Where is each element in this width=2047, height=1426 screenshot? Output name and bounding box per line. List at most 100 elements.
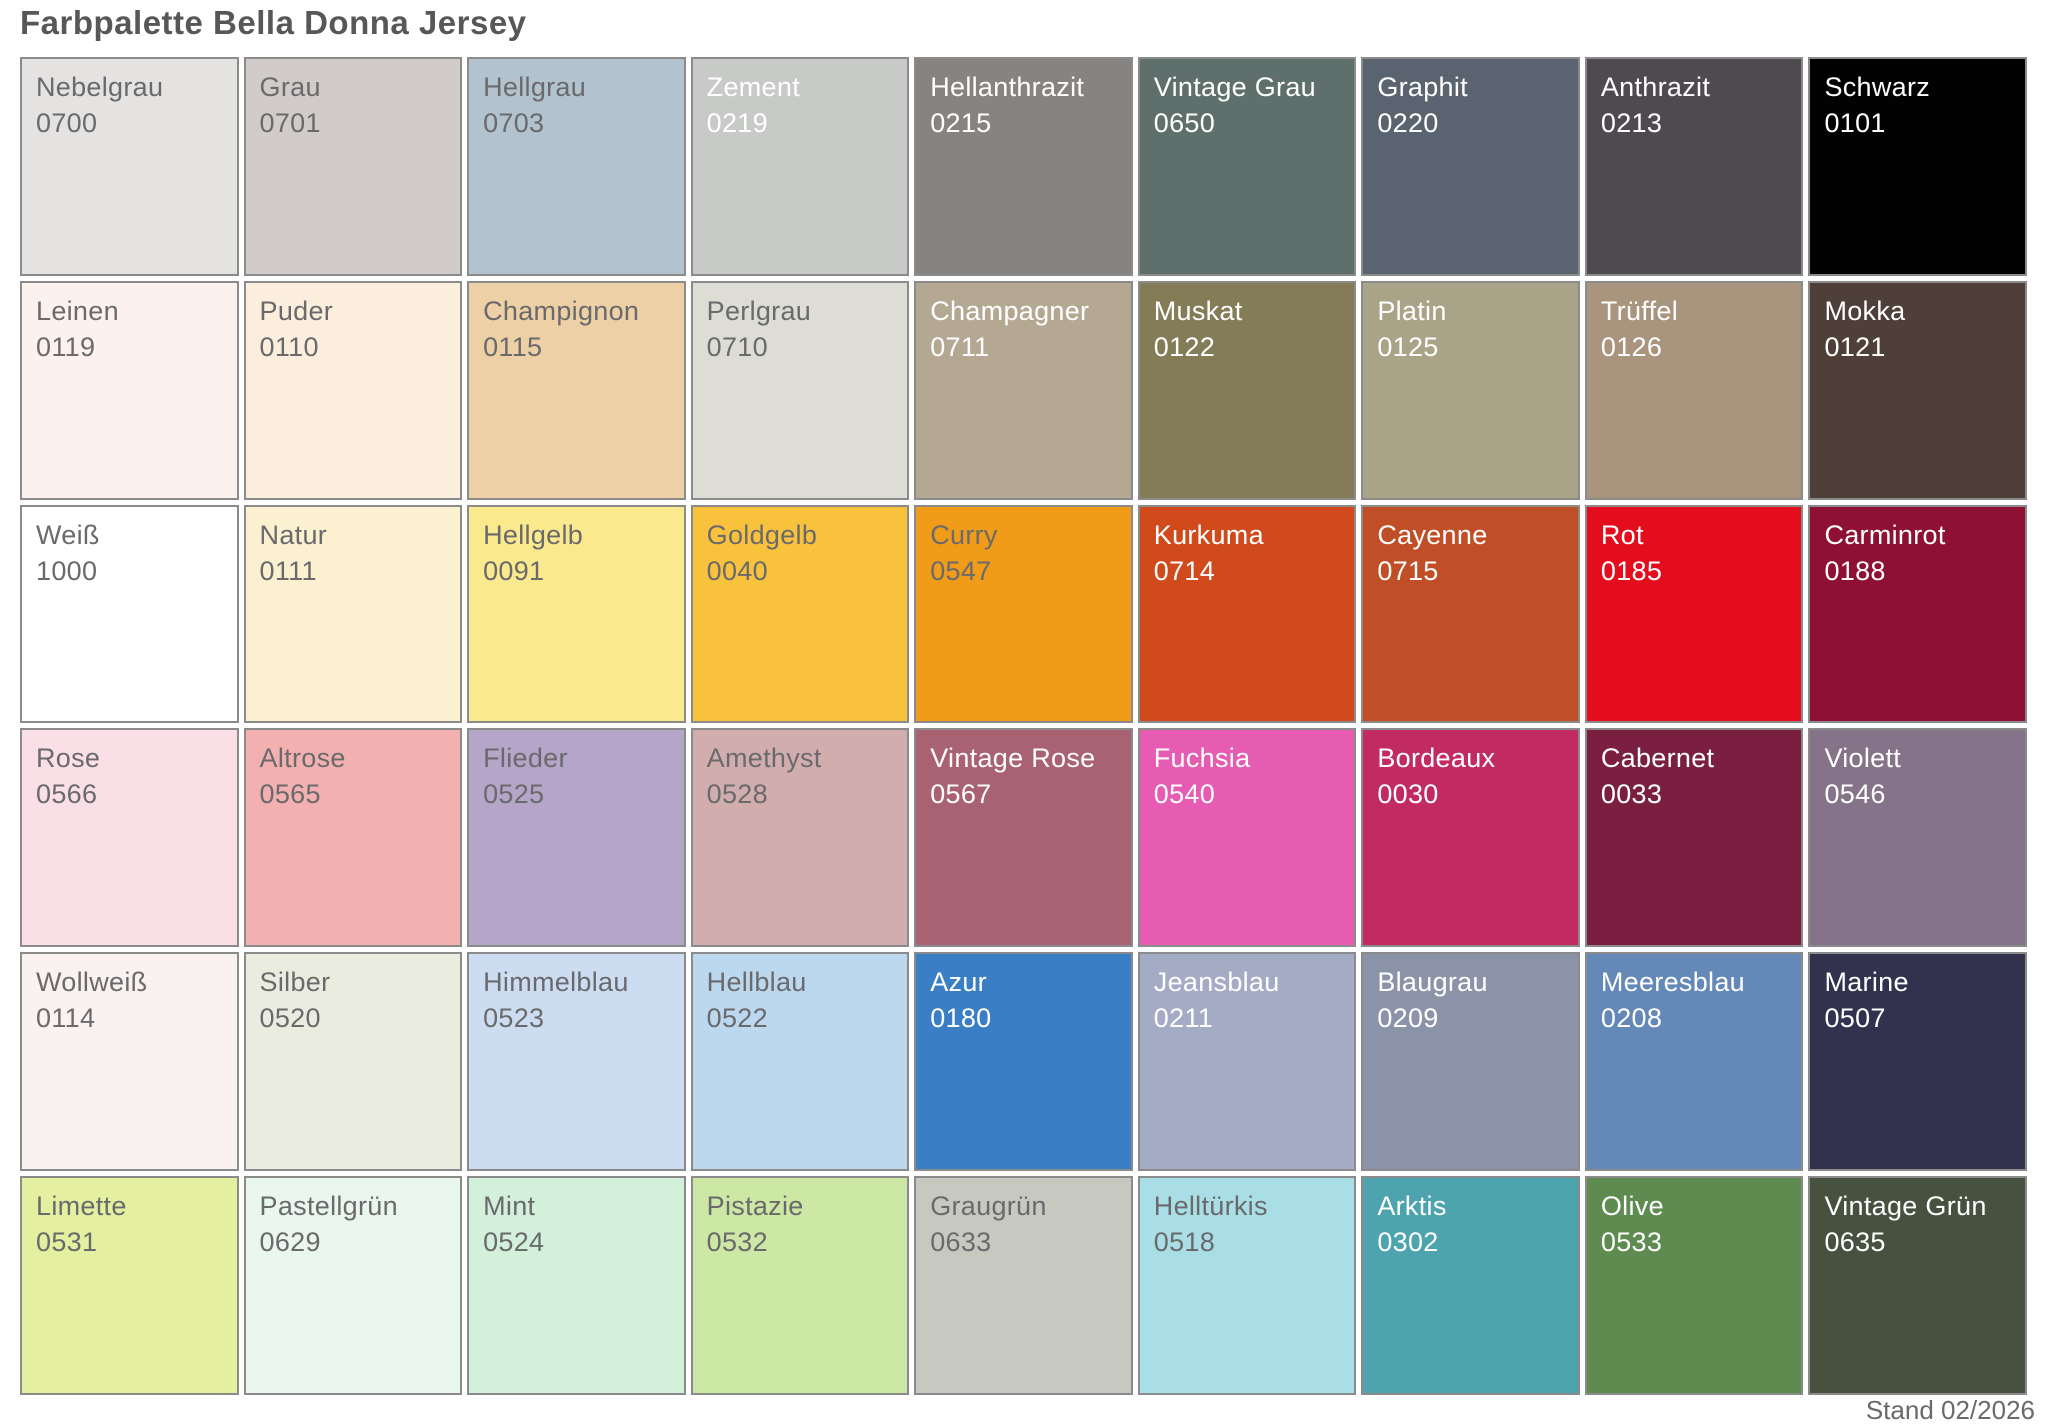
color-swatch-0209: Blaugrau 0209 <box>1361 952 1580 1172</box>
swatch-name: Platin <box>1377 295 1447 326</box>
swatch-name: Bordeaux <box>1377 743 1496 774</box>
swatch-code: 0540 <box>1153 779 1216 810</box>
swatch-name: Helltürkis <box>1153 1191 1268 1222</box>
swatch-name: Curry <box>930 519 998 550</box>
swatch-name: Marine <box>1824 967 1909 998</box>
swatch-name: Champignon <box>483 295 640 326</box>
swatch-name: Mint <box>483 1191 536 1222</box>
swatch-name: Carminrot <box>1824 519 1946 550</box>
swatch-name: Silber <box>259 967 331 998</box>
color-swatch-0114: Wollweiß 0114 <box>20 952 239 1172</box>
color-swatch-0565: Altrose 0565 <box>243 728 463 948</box>
swatch-code: 0714 <box>1153 555 1216 586</box>
color-swatch-0701: Grau 0701 <box>243 57 463 276</box>
swatch-code: 0633 <box>930 1227 992 1258</box>
swatch-code: 0188 <box>1824 555 1886 586</box>
swatch-code: 0565 <box>259 779 321 810</box>
color-swatch-0633: Graugrün 0633 <box>914 1176 1133 1395</box>
swatch-name: Hellblau <box>706 967 807 998</box>
color-swatch-0520: Silber 0520 <box>243 952 463 1172</box>
color-swatch-0211: Jeansblau 0211 <box>1137 952 1357 1172</box>
swatch-code: 0525 <box>483 779 545 810</box>
swatch-code: 0522 <box>706 1003 768 1034</box>
swatch-name: Hellgrau <box>483 72 587 102</box>
color-swatch-0188: Carminrot 0188 <box>1808 504 2027 724</box>
color-swatch-0110: Puder 0110 <box>243 280 463 500</box>
color-swatch-0525: Flieder 0525 <box>467 728 686 948</box>
color-swatch-0540: Fuchsia 0540 <box>1137 728 1357 948</box>
color-swatch-0040: Goldgelb 0040 <box>690 504 910 724</box>
swatch-name: Altrose <box>259 743 346 774</box>
color-swatch-0714: Kurkuma 0714 <box>1137 504 1357 724</box>
swatch-name: Olive <box>1600 1191 1664 1222</box>
swatch-code: 0208 <box>1600 1003 1663 1034</box>
swatch-name: Vintage Rose <box>930 743 1096 774</box>
swatch-code: 0185 <box>1600 555 1663 586</box>
swatch-code: 0701 <box>259 108 321 138</box>
color-swatch-0185: Rot 0185 <box>1584 504 1804 724</box>
swatch-name: Cayenne <box>1377 519 1488 550</box>
swatch-name: Arktis <box>1377 1191 1447 1222</box>
swatch-name: Cabernet <box>1600 743 1715 774</box>
swatch-code: 0121 <box>1824 331 1886 362</box>
swatch-name: Puder <box>259 295 334 326</box>
swatch-code: 0531 <box>36 1227 98 1258</box>
color-swatch-0522: Hellblau 0522 <box>690 952 910 1172</box>
swatch-code: 0030 <box>1377 779 1439 810</box>
swatch-code: 0532 <box>706 1227 768 1258</box>
swatch-name: Rose <box>36 743 101 774</box>
swatch-name: Pistazie <box>706 1191 804 1222</box>
swatch-code: 0566 <box>36 779 98 810</box>
color-swatch-0030: Bordeaux 0030 <box>1361 728 1580 948</box>
color-swatch-0532: Pistazie 0532 <box>690 1176 910 1395</box>
color-swatch-0091: Hellgelb 0091 <box>467 504 686 724</box>
color-swatch-0531: Limette 0531 <box>20 1176 239 1395</box>
swatch-name: Zement <box>706 72 800 102</box>
color-swatch-0518: Helltürkis 0518 <box>1137 1176 1357 1395</box>
swatch-code: 0546 <box>1824 779 1886 810</box>
swatch-code: 0219 <box>706 108 768 138</box>
swatch-name: Grau <box>259 72 321 102</box>
swatch-name: Goldgelb <box>706 519 818 550</box>
swatch-name: Hellgelb <box>483 519 584 550</box>
swatch-name: Nebelgrau <box>36 72 164 102</box>
color-swatch-0546: Violett 0546 <box>1808 728 2027 948</box>
color-swatch-0213: Anthrazit 0213 <box>1584 57 1804 276</box>
color-swatch-0524: Mint 0524 <box>467 1176 686 1395</box>
swatch-code: 0302 <box>1377 1227 1439 1258</box>
swatch-code: 0635 <box>1824 1227 1886 1258</box>
swatch-name: Vintage Grau <box>1153 72 1316 102</box>
swatch-code: 0125 <box>1377 331 1439 362</box>
swatch-name: Mokka <box>1824 295 1906 326</box>
color-swatch-0566: Rose 0566 <box>20 728 239 948</box>
swatch-code: 0101 <box>1824 108 1886 138</box>
swatch-code: 0715 <box>1377 555 1439 586</box>
swatch-name: Meeresblau <box>1600 967 1745 998</box>
swatch-code: 1000 <box>36 555 98 586</box>
swatch-name: Jeansblau <box>1153 967 1280 998</box>
swatch-name: Perlgrau <box>706 295 812 326</box>
color-swatch-0528: Amethyst 0528 <box>690 728 910 948</box>
page-title: Farbpalette Bella Donna Jersey <box>20 4 527 41</box>
swatch-code: 0528 <box>706 779 768 810</box>
color-swatch-1000: Weiß 1000 <box>20 504 239 724</box>
swatch-code: 0111 <box>259 555 317 586</box>
color-swatch-0507: Marine 0507 <box>1808 952 2027 1172</box>
swatch-code: 0126 <box>1600 331 1663 362</box>
color-swatch-0119: Leinen 0119 <box>20 280 239 500</box>
swatch-name: Azur <box>930 967 987 998</box>
color-swatch-0700: Nebelgrau 0700 <box>20 57 239 276</box>
swatch-name: Rot <box>1600 519 1644 550</box>
swatch-name: Pastellgrün <box>259 1191 398 1222</box>
swatch-name: Limette <box>36 1191 127 1222</box>
swatch-name: Muskat <box>1153 295 1243 326</box>
swatch-code: 0547 <box>930 555 992 586</box>
swatch-code: 0040 <box>706 555 768 586</box>
swatch-name: Hellanthrazit <box>930 72 1085 102</box>
swatch-name: Natur <box>259 519 328 550</box>
swatch-name: Fuchsia <box>1153 743 1251 774</box>
palette-grid: Nebelgrau 0700 Grau 0701 Hellgrau 0703 Z… <box>20 57 2027 1395</box>
swatch-code: 0114 <box>36 1003 96 1034</box>
swatch-code: 0520 <box>259 1003 321 1034</box>
